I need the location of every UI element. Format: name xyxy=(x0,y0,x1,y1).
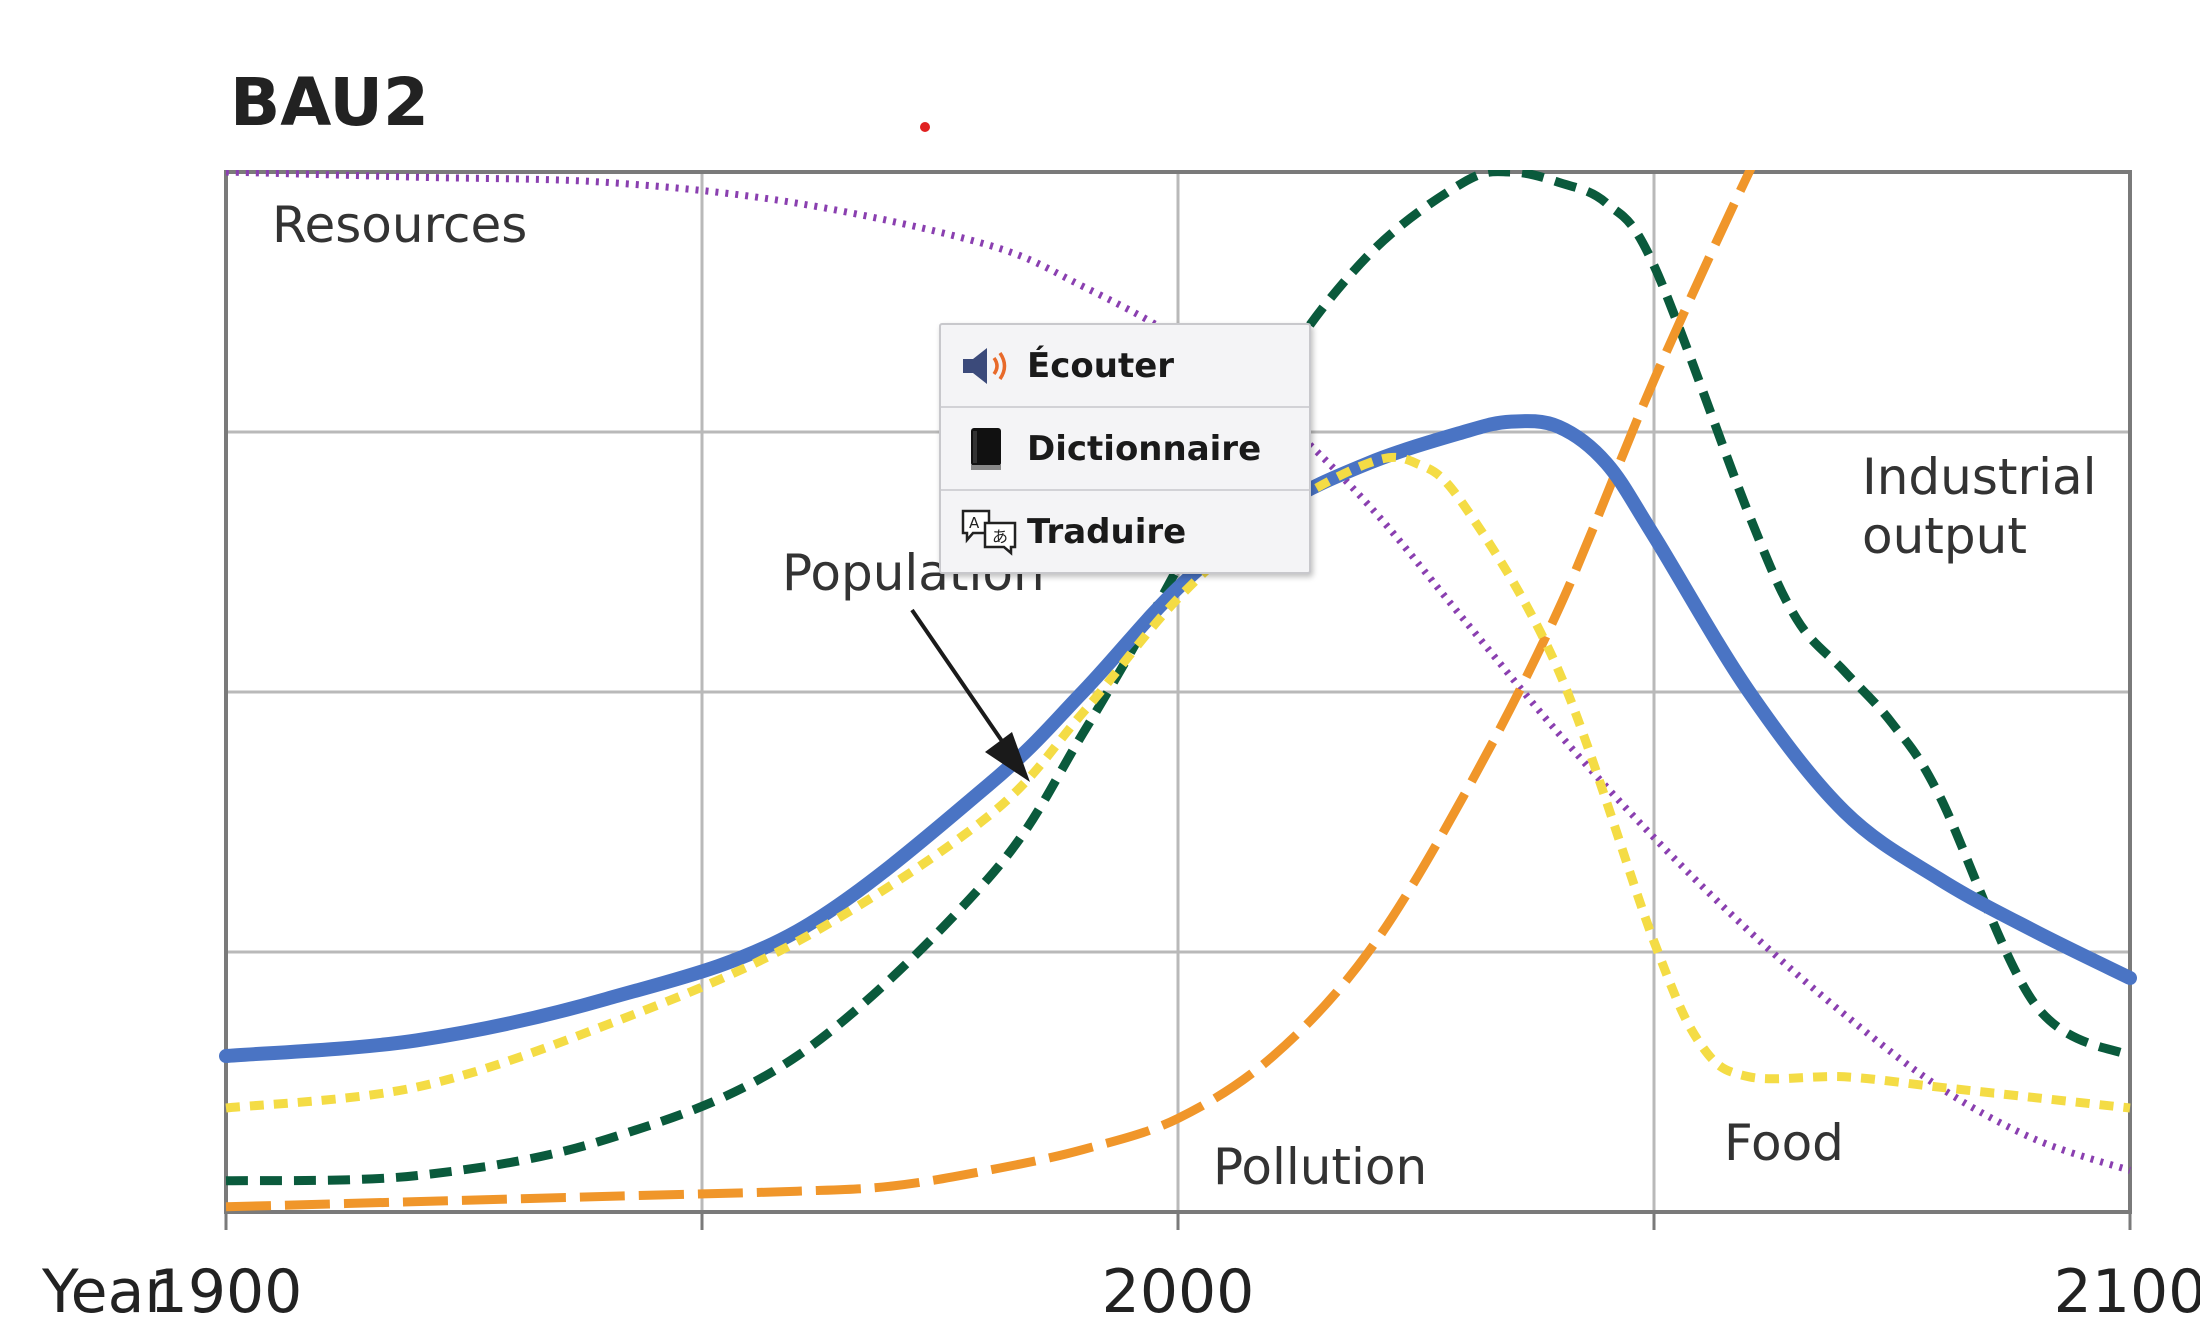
population-arrow xyxy=(910,608,1030,782)
popup-item-ecouter[interactable]: Écouter xyxy=(941,325,1309,408)
book-icon xyxy=(959,423,1021,475)
chart-title: BAU2 xyxy=(230,64,429,141)
annotation-pollution: Pollution xyxy=(1213,1138,1427,1196)
annotation-industrial: Industrial xyxy=(1862,448,2097,506)
svg-text:A: A xyxy=(969,514,980,532)
series-line-population xyxy=(219,414,2137,1063)
translate-icon: A あ xyxy=(959,506,1021,558)
series-line-pollution xyxy=(225,170,1756,1212)
x-tick-label: 2000 xyxy=(1102,1257,1255,1327)
x-tick-labels: 1900 2000 2100 xyxy=(150,1257,2200,1327)
popup-item-dictionnaire[interactable]: Dictionnaire xyxy=(941,408,1309,491)
annotation-food: Food xyxy=(1724,1114,1844,1172)
svg-text:あ: あ xyxy=(992,527,1008,546)
popup-label-dictionnaire: Dictionnaire xyxy=(1027,428,1262,469)
popup-label-traduire: Traduire xyxy=(1027,511,1187,552)
series-line-resources xyxy=(225,170,2132,1174)
speaker-icon xyxy=(959,340,1021,392)
x-tick-label: 2100 xyxy=(2054,1257,2200,1327)
series-line-industrial-output xyxy=(225,170,2133,1186)
x-axis-prefix: Year xyxy=(41,1257,169,1327)
series-group xyxy=(219,170,2137,1212)
annotation-output: output xyxy=(1862,507,2027,565)
red-dot xyxy=(920,122,930,132)
series-line-food xyxy=(225,452,2131,1113)
annotation-resources: Resources xyxy=(272,196,527,254)
x-tick-label: 1900 xyxy=(150,1257,303,1327)
popup-item-traduire[interactable]: A あ Traduire xyxy=(941,491,1309,572)
popup-label-ecouter: Écouter xyxy=(1027,345,1175,386)
context-popup-menu: Écouter Dictionnaire A あ Traduire xyxy=(939,323,1311,574)
